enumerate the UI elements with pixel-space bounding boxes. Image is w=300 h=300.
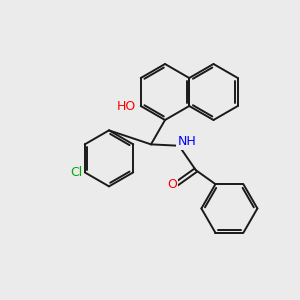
Text: O: O — [167, 178, 177, 190]
Text: Cl: Cl — [70, 166, 83, 179]
Text: HO: HO — [117, 100, 136, 112]
Text: NH: NH — [178, 135, 196, 148]
